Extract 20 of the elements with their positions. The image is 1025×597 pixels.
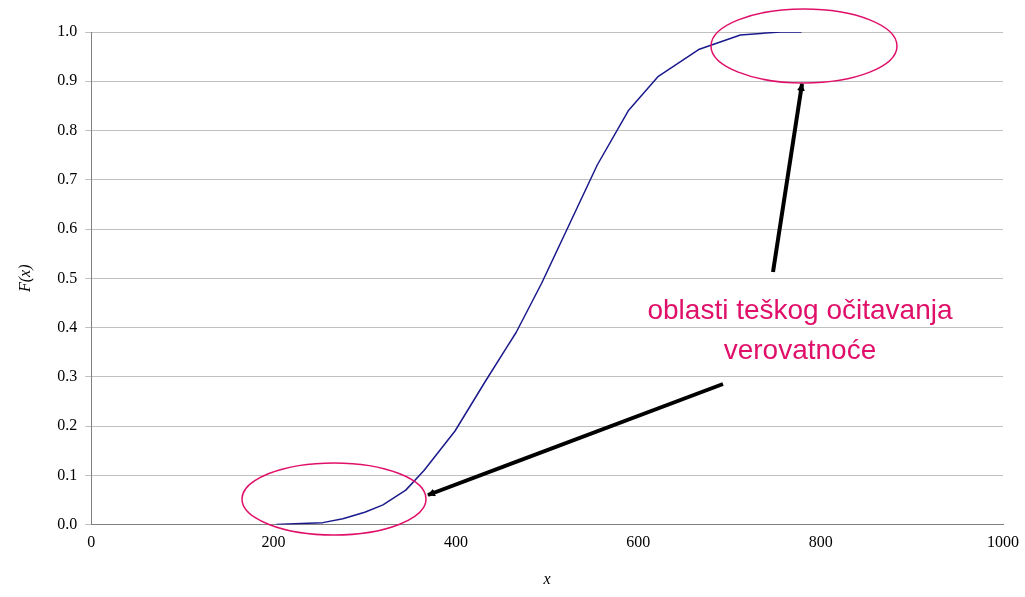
y-tick-label: 0.9 [57, 71, 78, 89]
y-tick-label: 0.0 [57, 514, 78, 532]
x-axis-title: x [542, 569, 551, 587]
y-tick-label: 0.3 [57, 367, 78, 385]
y-tick-label: 1.0 [57, 22, 78, 40]
x-tick-label: 800 [808, 533, 833, 551]
x-tick-label: 1000 [987, 533, 1019, 551]
y-tick-label: 0.1 [57, 465, 78, 483]
y-tick-label: 0.6 [57, 219, 78, 237]
y-tick-label: 0.2 [57, 416, 78, 434]
x-tick-label: 200 [261, 533, 286, 551]
y-tick-label: 0.8 [57, 120, 78, 138]
annotation: oblasti teškog očitavanja verovatnoće [646, 293, 954, 367]
x-tick-label: 400 [443, 533, 468, 551]
y-axis-title: F(x) [15, 264, 34, 294]
x-tick-label: 600 [626, 533, 651, 551]
y-tick-label: 0.7 [57, 169, 78, 187]
y-tick-label: 0.5 [57, 268, 78, 286]
x-tick-label: 0 [87, 533, 96, 551]
y-tick-label: 0.4 [57, 317, 78, 335]
